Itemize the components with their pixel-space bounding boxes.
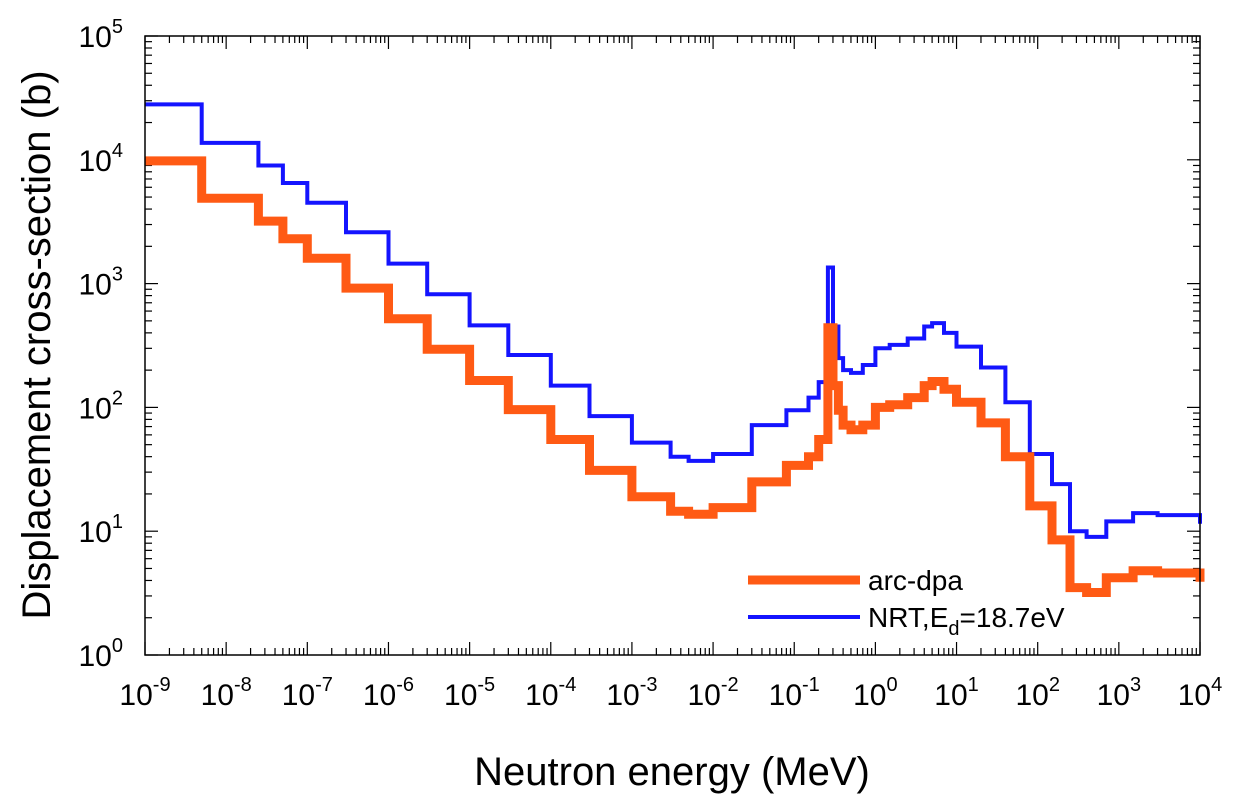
legend-label-arc-dpa: arc-dpa	[868, 565, 963, 596]
x-tick-label: 10-8	[201, 674, 252, 712]
axis-ticks	[144, 35, 1201, 656]
x-tick-label: 103	[1097, 674, 1142, 712]
x-tick-label: 10-4	[525, 674, 576, 712]
x-axis-title: Neutron energy (MeV)	[474, 750, 870, 794]
y-tick-label: 102	[79, 387, 124, 425]
x-tick-label: 10-7	[282, 674, 333, 712]
x-tick-labels: 10-9 10-8 10-7 10-6 10-5 10-4 10-3 10-2 10-1 100 1…	[119, 674, 1222, 712]
x-tick-label: 102	[1015, 674, 1060, 712]
y-tick-label: 101	[79, 511, 124, 549]
x-tick-label: 101	[934, 674, 979, 712]
y-tick-label: 100	[79, 635, 124, 673]
y-tick-label: 103	[79, 264, 124, 302]
series-layer	[145, 102, 1205, 597]
y-tick-labels: 100 101 102 103 104 105	[79, 16, 124, 673]
x-tick-label: 10-5	[444, 674, 495, 712]
series-line-nrt	[145, 102, 1202, 539]
x-tick-label: 10-3	[606, 674, 657, 712]
x-tick-label: 104	[1178, 674, 1223, 712]
legend: arc-dpa NRT,Ed=18.7eV	[748, 565, 1065, 640]
x-tick-label: 10-9	[119, 674, 170, 712]
series-line-arc-dpa	[145, 156, 1205, 597]
x-tick-label: 10-6	[363, 674, 414, 712]
x-tick-label: 10-1	[769, 674, 820, 712]
y-tick-label: 104	[79, 140, 124, 178]
x-tick-label: 100	[853, 674, 898, 712]
y-tick-label: 105	[79, 16, 124, 54]
plot-frame	[144, 35, 1201, 656]
y-axis-title: Displacement cross-section (b)	[15, 70, 59, 619]
legend-label-nrt: NRT,Ed=18.7eV	[868, 602, 1065, 640]
x-tick-label: 10-2	[687, 674, 738, 712]
